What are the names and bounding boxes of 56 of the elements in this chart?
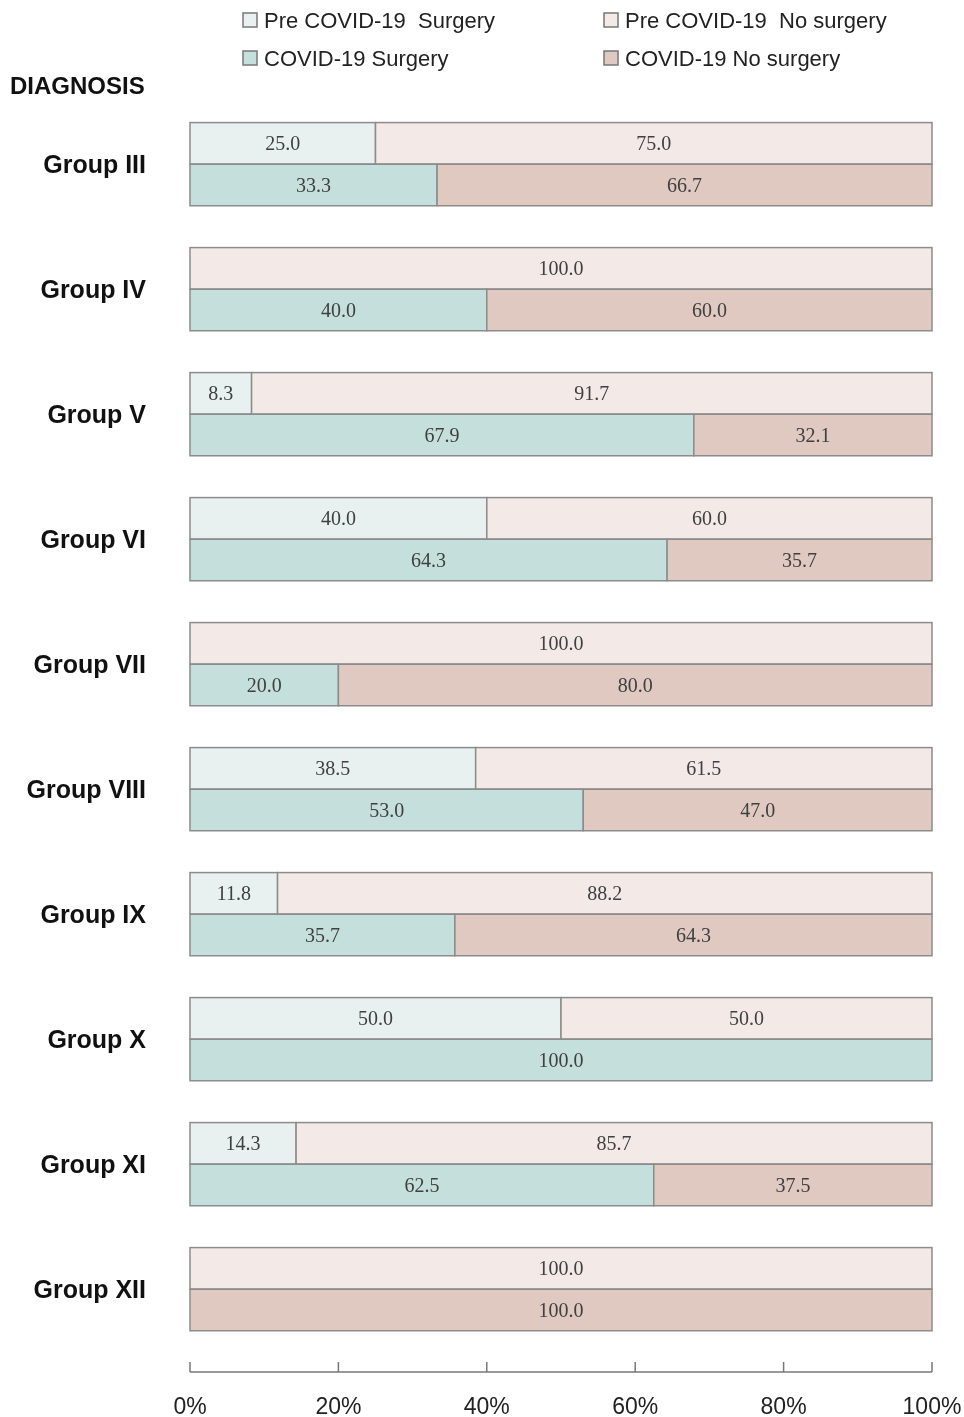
y-tick-label: Group III	[43, 150, 146, 179]
legend-label: Pre COVID-19 No surgery	[625, 8, 887, 33]
data-label: 32.1	[795, 424, 831, 446]
data-label: 91.7	[574, 382, 610, 405]
y-tick-label: Group IX	[40, 900, 147, 929]
data-label: 60.0	[691, 299, 727, 321]
y-tick-label: Group X	[47, 1025, 147, 1054]
data-label: 75.0	[636, 132, 672, 155]
data-label: 67.9	[424, 424, 460, 446]
data-label: 14.3	[225, 1132, 261, 1155]
x-tick-label: 100%	[902, 1393, 962, 1417]
data-label: 60.0	[691, 507, 727, 530]
x-tick-label: 60%	[612, 1393, 659, 1417]
data-label: 40.0	[320, 299, 356, 321]
data-label: 100.0	[538, 1049, 584, 1071]
data-label: 85.7	[596, 1132, 632, 1155]
data-label: 62.5	[404, 1174, 440, 1196]
x-tick-label: 80%	[760, 1393, 807, 1417]
data-label: 100.0	[538, 1299, 584, 1321]
y-tick-label: Group V	[47, 400, 147, 429]
data-label: 35.7	[304, 924, 340, 946]
y-tick-label: Group VI	[40, 525, 146, 554]
data-label: 38.5	[315, 757, 351, 780]
data-label: 64.3	[675, 924, 711, 946]
data-label: 80.0	[617, 674, 653, 696]
y-tick-label: Group VIII	[26, 775, 146, 804]
y-tick-label: Group VII	[33, 650, 146, 679]
legend-label: COVID-19 No surgery	[625, 46, 841, 71]
y-tick-label: Group XI	[40, 1150, 146, 1179]
data-label: 8.3	[208, 382, 234, 405]
data-label: 88.2	[587, 882, 623, 905]
data-label: 11.8	[216, 882, 251, 905]
x-tick-label: 20%	[315, 1393, 362, 1417]
y-tick-label: Group IV	[40, 275, 147, 304]
y-axis-title: DIAGNOSIS	[10, 72, 145, 99]
data-label: 50.0	[729, 1007, 764, 1030]
data-label: 25.0	[265, 132, 301, 155]
x-tick-label: 0%	[173, 1393, 207, 1417]
data-label: 50.0	[358, 1007, 393, 1030]
data-label: 100.0	[538, 1257, 584, 1280]
data-label: 40.0	[320, 507, 356, 530]
x-tick-label: 40%	[463, 1393, 510, 1417]
data-label: 100.0	[538, 632, 584, 655]
data-label: 35.7	[782, 549, 818, 571]
data-label: 20.0	[246, 674, 282, 696]
legend-label: COVID-19 Surgery	[264, 46, 449, 71]
data-label: 37.5	[775, 1174, 811, 1196]
data-label: 66.7	[667, 174, 703, 196]
data-label: 61.5	[686, 757, 722, 780]
data-label: 100.0	[538, 257, 584, 280]
legend-label: Pre COVID-19 Surgery	[264, 8, 496, 33]
data-label: 47.0	[740, 799, 776, 821]
data-label: 53.0	[369, 799, 405, 821]
data-label: 64.3	[411, 549, 447, 571]
y-tick-label: Group XII	[33, 1275, 146, 1304]
data-label: 33.3	[296, 174, 332, 196]
